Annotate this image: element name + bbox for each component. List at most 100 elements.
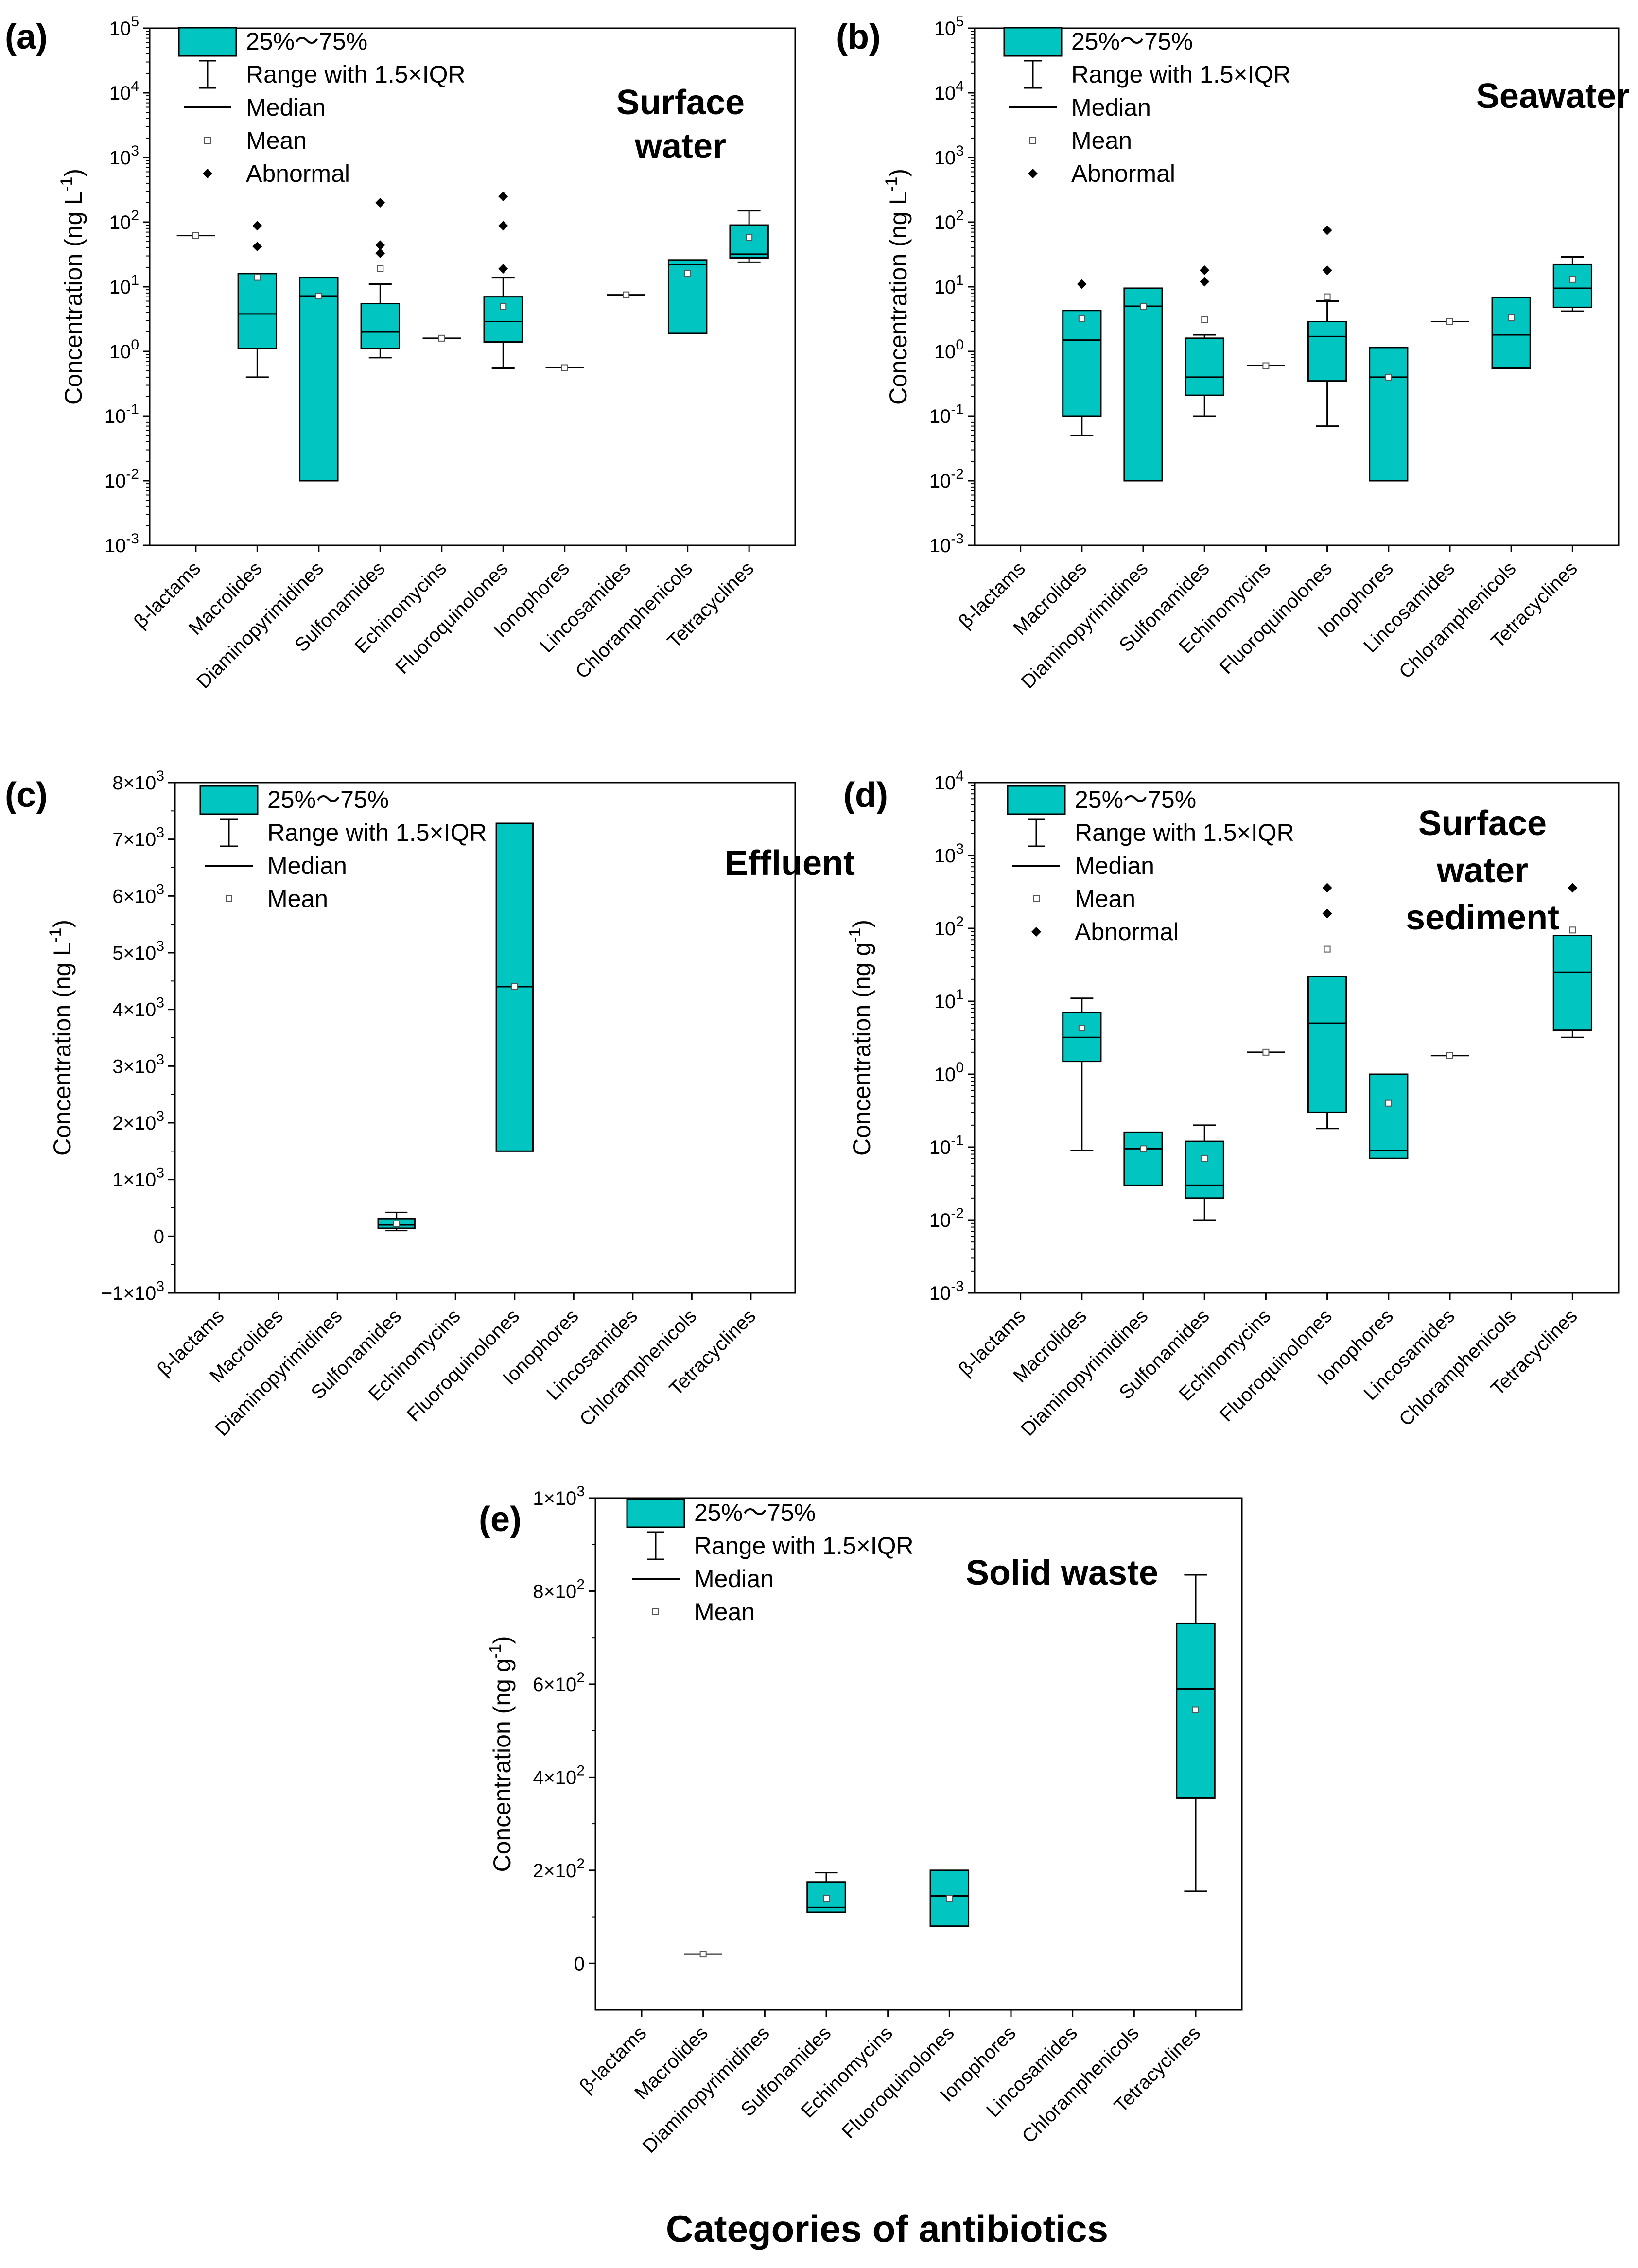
box-Chloramphenicols: [667, 259, 708, 334]
legend: 25%～75% Range with 1.5×IQR Median Mean Abnor…: [178, 27, 466, 187]
y-tick-label: 2×103: [112, 1108, 164, 1134]
legend-box-swatch: [1007, 785, 1066, 815]
x-axis-title: Categories of antibiotics: [666, 2207, 1108, 2250]
y-tick-label: 4×102: [533, 1762, 585, 1788]
box-Fluoroquinolones: [483, 192, 523, 369]
y-tick-label: 4×103: [112, 995, 164, 1021]
mean-marker: [1192, 1706, 1199, 1713]
y-tick-label: 1×103: [533, 1483, 585, 1509]
legend: 25%～75% Range with 1.5×IQR Median Mean: [199, 785, 487, 912]
y-tick-label: 1×103: [112, 1165, 164, 1191]
legend-label: Mean: [694, 1598, 755, 1625]
panel-title: Solid waste: [966, 1553, 1158, 1592]
outlier-marker: [498, 263, 508, 274]
box-Ionophores: [1369, 1073, 1409, 1159]
y-tick-label: 104: [109, 78, 139, 104]
legend-label: Mean: [1075, 885, 1135, 912]
legend-label: Mean: [246, 127, 307, 154]
y-tick-label: 10-3: [105, 531, 139, 557]
legend-label: Abnormal: [1075, 918, 1179, 945]
outlier-marker: [375, 240, 385, 250]
y-tick-label: 100: [109, 337, 139, 363]
mean-marker: [1324, 945, 1331, 953]
legend: 25%～75% Range with 1.5×IQR Median Mean: [626, 1498, 914, 1625]
mean-marker: [1201, 316, 1208, 323]
plot-frame: [974, 782, 1620, 1294]
legend-outlier-swatch: [1031, 927, 1041, 937]
mean-marker: [1201, 1155, 1208, 1162]
mean-marker: [1078, 1024, 1085, 1031]
mean-marker: [746, 234, 753, 241]
box-Lincosamides: [607, 291, 645, 298]
box-Sulfonamides: [377, 1211, 416, 1232]
y-tick-label: −1×103: [101, 1278, 164, 1304]
y-tick-label: 104: [934, 78, 964, 104]
legend-label: Median: [267, 852, 347, 879]
mean-marker: [1569, 926, 1576, 934]
legend-label: Abnormal: [1071, 160, 1175, 187]
outlier-marker: [375, 197, 385, 208]
legend-mean-swatch: [226, 895, 232, 902]
legend-label: Range with 1.5×IQR: [267, 819, 487, 846]
mean-marker: [1078, 315, 1085, 322]
box-β-lactams: [176, 232, 215, 239]
mean-marker: [500, 303, 507, 310]
box-Echinomycins: [1247, 1048, 1285, 1056]
y-tick-label: 101: [934, 272, 964, 298]
legend-outlier-swatch: [203, 169, 212, 178]
y-tick-label: 100: [934, 1060, 964, 1085]
outlier-marker: [1077, 279, 1087, 289]
y-tick-label: 10-1: [929, 401, 964, 427]
plot-frame: [594, 1497, 1243, 2011]
legend-label: Range with 1.5×IQR: [1071, 61, 1291, 88]
panel-label: (e): [479, 1500, 522, 1539]
legend-mean-swatch: [652, 1608, 659, 1615]
y-tick-label: 104: [934, 768, 964, 794]
y-axis-label: Concentration (ng g-1): [486, 1636, 516, 1872]
panel-title: Surface: [1418, 804, 1547, 843]
mean-marker: [192, 232, 199, 239]
mean-marker: [684, 270, 691, 277]
outlier-marker: [498, 192, 508, 202]
box-Chloramphenicols: [1491, 297, 1531, 369]
y-tick-label: 10-2: [929, 1205, 964, 1231]
y-tick-label: 103: [934, 841, 964, 867]
legend-label: Range with 1.5×IQR: [694, 1532, 914, 1559]
legend-label: 25%～75%: [694, 1499, 816, 1526]
legend-label: Median: [246, 94, 326, 121]
mean-marker: [511, 983, 518, 990]
legend-box-swatch: [626, 1498, 685, 1528]
y-tick-label: 6×103: [112, 881, 164, 907]
y-tick-label: 0: [574, 1953, 585, 1974]
mean-marker: [699, 1951, 707, 1958]
panel-title: Effluent: [725, 844, 855, 883]
mean-marker: [1569, 276, 1576, 283]
outlier-marker: [1322, 883, 1332, 893]
y-tick-label: 0: [154, 1226, 164, 1247]
y-tick-label: 3×103: [112, 1051, 164, 1077]
y-tick-label: 101: [934, 987, 964, 1012]
y-tick-label: 10-3: [929, 1278, 964, 1304]
mean-marker: [438, 334, 445, 342]
box-Fluoroquinolones: [929, 1869, 970, 1927]
mean-marker: [946, 1895, 953, 1902]
legend-box-swatch: [178, 27, 237, 57]
box-Tetracyclines: [729, 210, 769, 263]
legend-label: 25%～75%: [267, 786, 389, 813]
legend-label: Median: [694, 1565, 774, 1592]
legend-label: Range with 1.5×IQR: [246, 61, 466, 88]
y-tick-label: 10-2: [929, 466, 964, 492]
legend-label: Range with 1.5×IQR: [1075, 819, 1294, 846]
legend-mean-swatch: [204, 137, 211, 144]
mean-marker: [623, 291, 630, 298]
mean-marker: [1140, 303, 1147, 310]
legend-label: Median: [1075, 852, 1154, 879]
panel-label: (b): [836, 17, 881, 56]
box-Sulfonamides: [1185, 265, 1224, 417]
box-Lincosamides: [1430, 318, 1469, 325]
legend-box-swatch: [1003, 27, 1063, 57]
mean-marker: [1446, 318, 1453, 325]
mean-marker: [1262, 1048, 1270, 1056]
outlier-marker: [498, 221, 508, 231]
